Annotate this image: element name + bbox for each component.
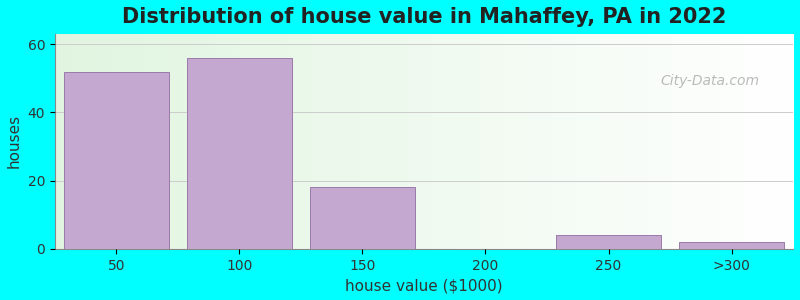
- Bar: [187, 58, 292, 249]
- X-axis label: house value ($1000): house value ($1000): [345, 278, 502, 293]
- Bar: [679, 242, 784, 249]
- Text: City-Data.com: City-Data.com: [660, 74, 759, 88]
- Bar: [310, 188, 414, 249]
- Title: Distribution of house value in Mahaffey, PA in 2022: Distribution of house value in Mahaffey,…: [122, 7, 726, 27]
- Bar: [556, 235, 661, 249]
- Bar: [64, 71, 169, 249]
- Y-axis label: houses: houses: [7, 114, 22, 169]
